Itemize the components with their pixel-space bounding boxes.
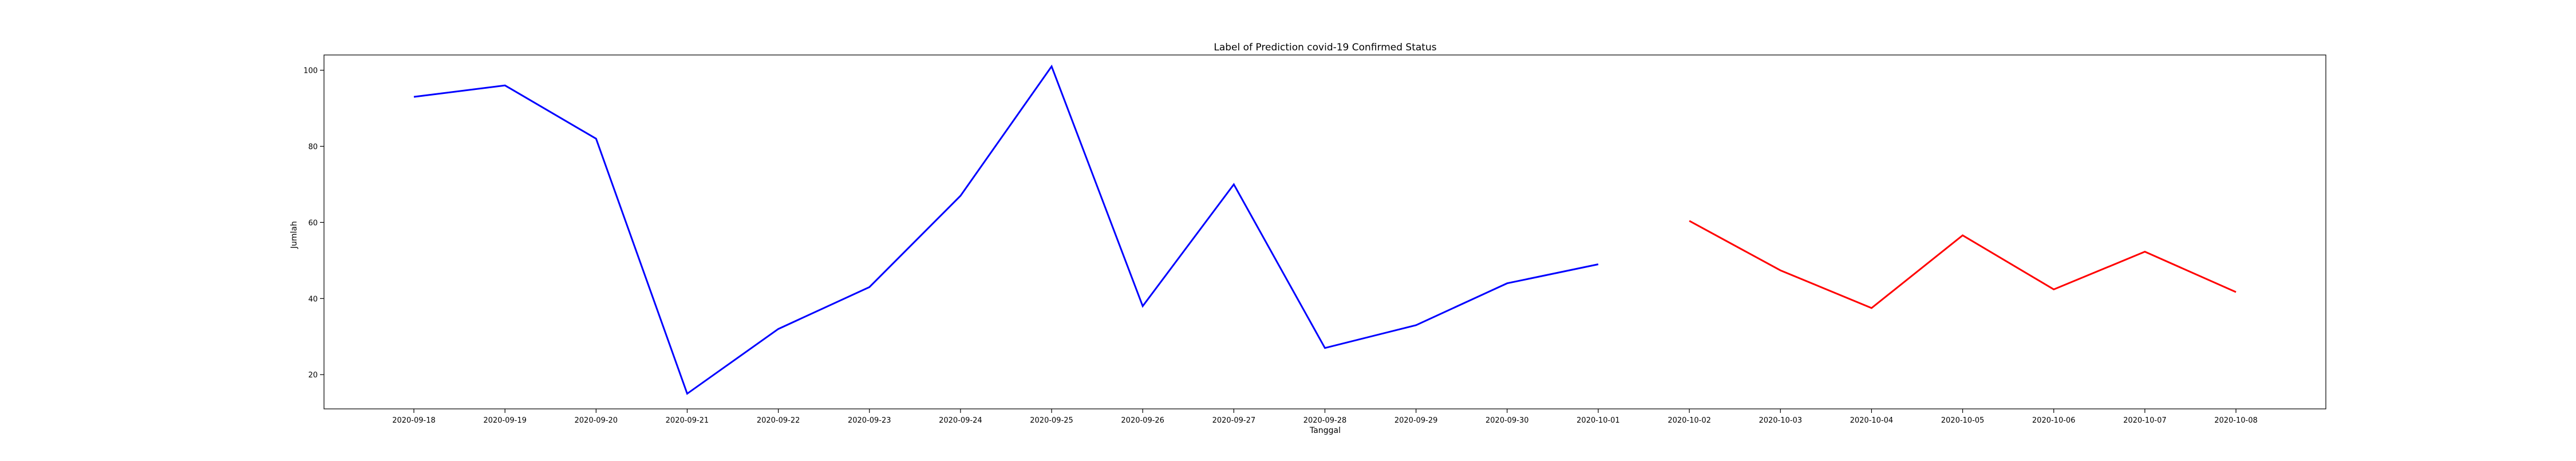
x-tick-label-10: 2020-09-27: [1212, 416, 1256, 425]
x-tick-label-17: 2020-10-04: [1850, 416, 1894, 425]
x-tick-label-12: 2020-09-29: [1394, 416, 1438, 425]
x-tick-label-21: 2020-10-08: [2214, 416, 2258, 425]
axes-frame: [323, 54, 2326, 409]
x-tick-label-9: 2020-09-26: [1121, 416, 1164, 425]
x-tick-label-8: 2020-09-25: [1030, 416, 1073, 425]
y-tick-label-1: 20: [308, 371, 318, 380]
x-tick-label-7: 2020-09-24: [939, 416, 982, 425]
x-tick-label-6: 2020-09-23: [848, 416, 891, 425]
x-tick-label-15: 2020-10-02: [1668, 416, 1711, 425]
x-tick-label-19: 2020-10-06: [2032, 416, 2076, 425]
y-axis-label: Jumlah: [290, 221, 299, 249]
x-tick-label-20: 2020-10-07: [2123, 416, 2167, 425]
y-tick-label-4: 80: [308, 143, 318, 151]
chart-title: Label of Prediction covid-19 Confirmed S…: [1214, 42, 1436, 53]
series-line-2: [1689, 220, 2237, 309]
x-tick-label-4: 2020-09-21: [666, 416, 709, 425]
y-tick-label-5: 100: [303, 67, 318, 76]
x-tick-label-14: 2020-10-01: [1577, 416, 1620, 425]
series-line-1: [413, 64, 1599, 395]
x-tick-label-11: 2020-09-28: [1303, 416, 1347, 425]
plot-area: 2020-09-18 2020-09-19 2020-09-20 2020-09-21…: [303, 54, 2326, 425]
x-tick-label-2: 2020-09-19: [483, 416, 527, 425]
x-tick-label-18: 2020-10-05: [1941, 416, 1985, 425]
y-tick-label-2: 40: [308, 295, 318, 304]
x-tick-label-1: 2020-09-18: [392, 416, 436, 425]
x-axis-label: Tanggal: [1309, 426, 1341, 435]
x-tick-label-13: 2020-09-30: [1485, 416, 1529, 425]
x-tick-label-3: 2020-09-20: [575, 416, 618, 425]
x-tick-label-5: 2020-09-22: [757, 416, 800, 425]
y-tick-label-3: 60: [308, 219, 318, 227]
x-tick-label-16: 2020-10-03: [1759, 416, 1802, 425]
